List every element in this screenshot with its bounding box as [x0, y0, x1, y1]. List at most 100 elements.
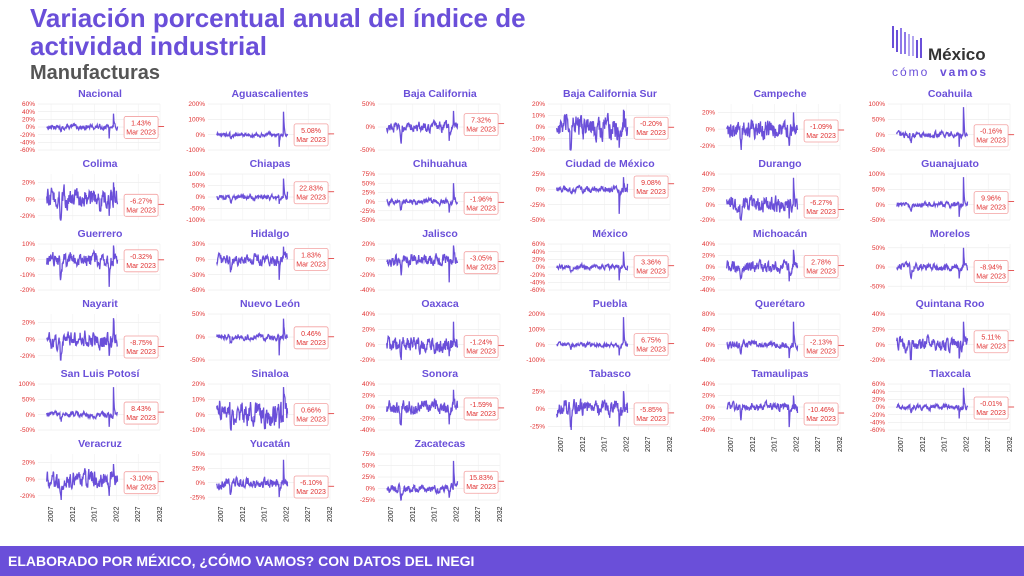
last-value-box	[123, 116, 159, 139]
panel-11: Guanajuato 100% 50% 0% -50% 9.96% Mar 2023	[868, 158, 1015, 224]
x-tick-label: 2012	[240, 506, 247, 522]
series-line	[556, 317, 629, 356]
last-period-label: Mar 2023	[976, 344, 1006, 351]
y-tick-label: -40%	[360, 427, 375, 434]
y-tick-label: -20%	[700, 217, 715, 224]
series-line	[556, 391, 629, 431]
y-tick-label: 0%	[536, 124, 546, 131]
y-tick-label: 20%	[872, 327, 885, 334]
x-tick-label: 2007	[728, 436, 735, 452]
y-tick-label: 0%	[876, 132, 886, 139]
y-tick-label: 0%	[366, 257, 376, 264]
y-tick-label: -50%	[190, 357, 205, 364]
y-tick-label: -40%	[360, 287, 375, 294]
y-tick-label: 100%	[188, 117, 205, 124]
last-period-label: Mar 2023	[126, 415, 156, 422]
x-tick-label: 2032	[497, 506, 504, 522]
y-tick-label: 0%	[196, 257, 206, 264]
last-period-label: Mar 2023	[806, 416, 836, 423]
panel-30: Veracruz 20% 0% -20% -3.10% Mar 2023 2007 2012 2…	[20, 438, 165, 522]
last-value-label: -8.94%	[980, 264, 1002, 271]
footer-text: ELABORADO POR MÉXICO, ¿CÓMO VAMOS? CON D…	[8, 553, 475, 569]
y-tick-label: -50%	[870, 147, 885, 154]
last-value-label: 1.43%	[131, 120, 151, 127]
last-value-label: -1.24%	[470, 340, 492, 347]
y-tick-label: 20%	[702, 187, 715, 194]
panel-title: Yucatán	[250, 438, 290, 450]
y-tick-label: 40%	[532, 249, 545, 256]
small-multiples-chart: Nacional60%40%20%0%-20%-40%-60%1.43%Mar …	[18, 88, 1015, 522]
y-tick-label: 40%	[22, 109, 35, 116]
y-tick-label: 50%	[872, 245, 885, 252]
last-value-box	[463, 470, 499, 494]
x-tick-label: 2022	[453, 506, 460, 522]
y-tick-label: 50%	[192, 451, 205, 458]
last-value-box	[633, 175, 669, 199]
series-line	[46, 387, 119, 427]
last-value-label: -8.75%	[130, 340, 152, 347]
x-tick-label: 2022	[623, 436, 630, 452]
last-value-label: -6.10%	[300, 480, 322, 487]
series-line	[386, 321, 459, 361]
x-tick-label: 2017	[92, 506, 99, 522]
last-period-label: Mar 2023	[636, 189, 666, 196]
last-period-label: Mar 2023	[806, 348, 836, 355]
panel-32: Zacatecas 75% 50% 25% 0% -25% 15.83% Mar 2023 20…	[360, 438, 505, 522]
y-tick-label: 0%	[536, 342, 546, 349]
panel-title: Tamaulipas	[752, 368, 809, 380]
panel-title: Sonora	[422, 368, 458, 380]
x-tick-label: 2027	[135, 506, 142, 522]
y-tick-label: -20%	[870, 412, 885, 419]
last-period-label: Mar 2023	[126, 349, 156, 356]
y-tick-label: 100%	[528, 327, 545, 334]
y-tick-label: 0%	[196, 480, 206, 487]
last-value-box	[463, 335, 499, 359]
last-value-label: -5.85%	[640, 407, 662, 414]
panel-title: Nacional	[78, 88, 122, 100]
x-tick-label: 2022	[793, 436, 800, 452]
y-tick-label: -40%	[20, 140, 35, 147]
panel-22: Querétaro 80% 40% 0% -40% -2.13% Mar 2023	[700, 298, 845, 364]
y-tick-label: 50%	[362, 101, 375, 108]
y-tick-label: 200%	[188, 101, 205, 108]
y-tick-label: 0%	[196, 132, 206, 139]
series-line	[216, 178, 289, 204]
x-tick-label: 2012	[580, 436, 587, 452]
panel-title: Tabasco	[589, 368, 631, 380]
series-line	[216, 318, 289, 356]
y-tick-label: 25%	[192, 466, 205, 473]
x-tick-label: 2022	[113, 506, 120, 522]
y-tick-label: 75%	[362, 171, 375, 178]
y-tick-label: 30%	[192, 241, 205, 248]
last-value-box	[463, 113, 499, 137]
last-value-box	[633, 255, 669, 279]
panel-7: Chiapas 100% 50% 0% -50% -100% 22.83% Mar 2023	[186, 158, 335, 224]
y-tick-label: 0%	[706, 202, 716, 209]
mexico-como-vamos-logo: México cómo vamos	[892, 26, 986, 79]
last-value-box	[803, 119, 839, 143]
y-tick-label: -20%	[700, 276, 715, 283]
panel-5: Coahuila 100% 50% 0% -50% -0.16% Mar 2023	[868, 88, 1015, 154]
y-tick-label: 0%	[536, 406, 546, 413]
x-tick-label: 2027	[305, 506, 312, 522]
y-tick-label: 75%	[362, 451, 375, 458]
last-value-label: -10.46%	[808, 407, 834, 414]
panel-title: Coahuila	[928, 88, 972, 100]
y-tick-label: -40%	[700, 287, 715, 294]
y-tick-label: -25%	[190, 494, 205, 501]
series-line	[556, 177, 629, 214]
panel-title: Guerrero	[78, 228, 123, 240]
y-tick-label: 20%	[532, 257, 545, 264]
last-value-box	[633, 333, 669, 357]
panel-6: Colima 20% 0% -20% -6.27% Mar 2023	[20, 158, 165, 221]
last-value-label: 0.66%	[301, 408, 321, 415]
panel-title: Zacatecas	[415, 438, 466, 450]
panel-31: Yucatán 50% 25% 0% -25% -6.10% Mar 2023 2007 201…	[190, 438, 335, 522]
last-value-label: 22.83%	[299, 186, 323, 193]
y-tick-label: 20%	[22, 117, 35, 124]
series-line	[726, 395, 799, 428]
series-line	[386, 183, 459, 213]
panel-title: Baja California	[403, 88, 477, 100]
y-tick-label: -40%	[530, 280, 545, 287]
panel-1: Aguascalientes 200% 100% 0% -100% 5.08% Mar 20…	[186, 88, 335, 154]
